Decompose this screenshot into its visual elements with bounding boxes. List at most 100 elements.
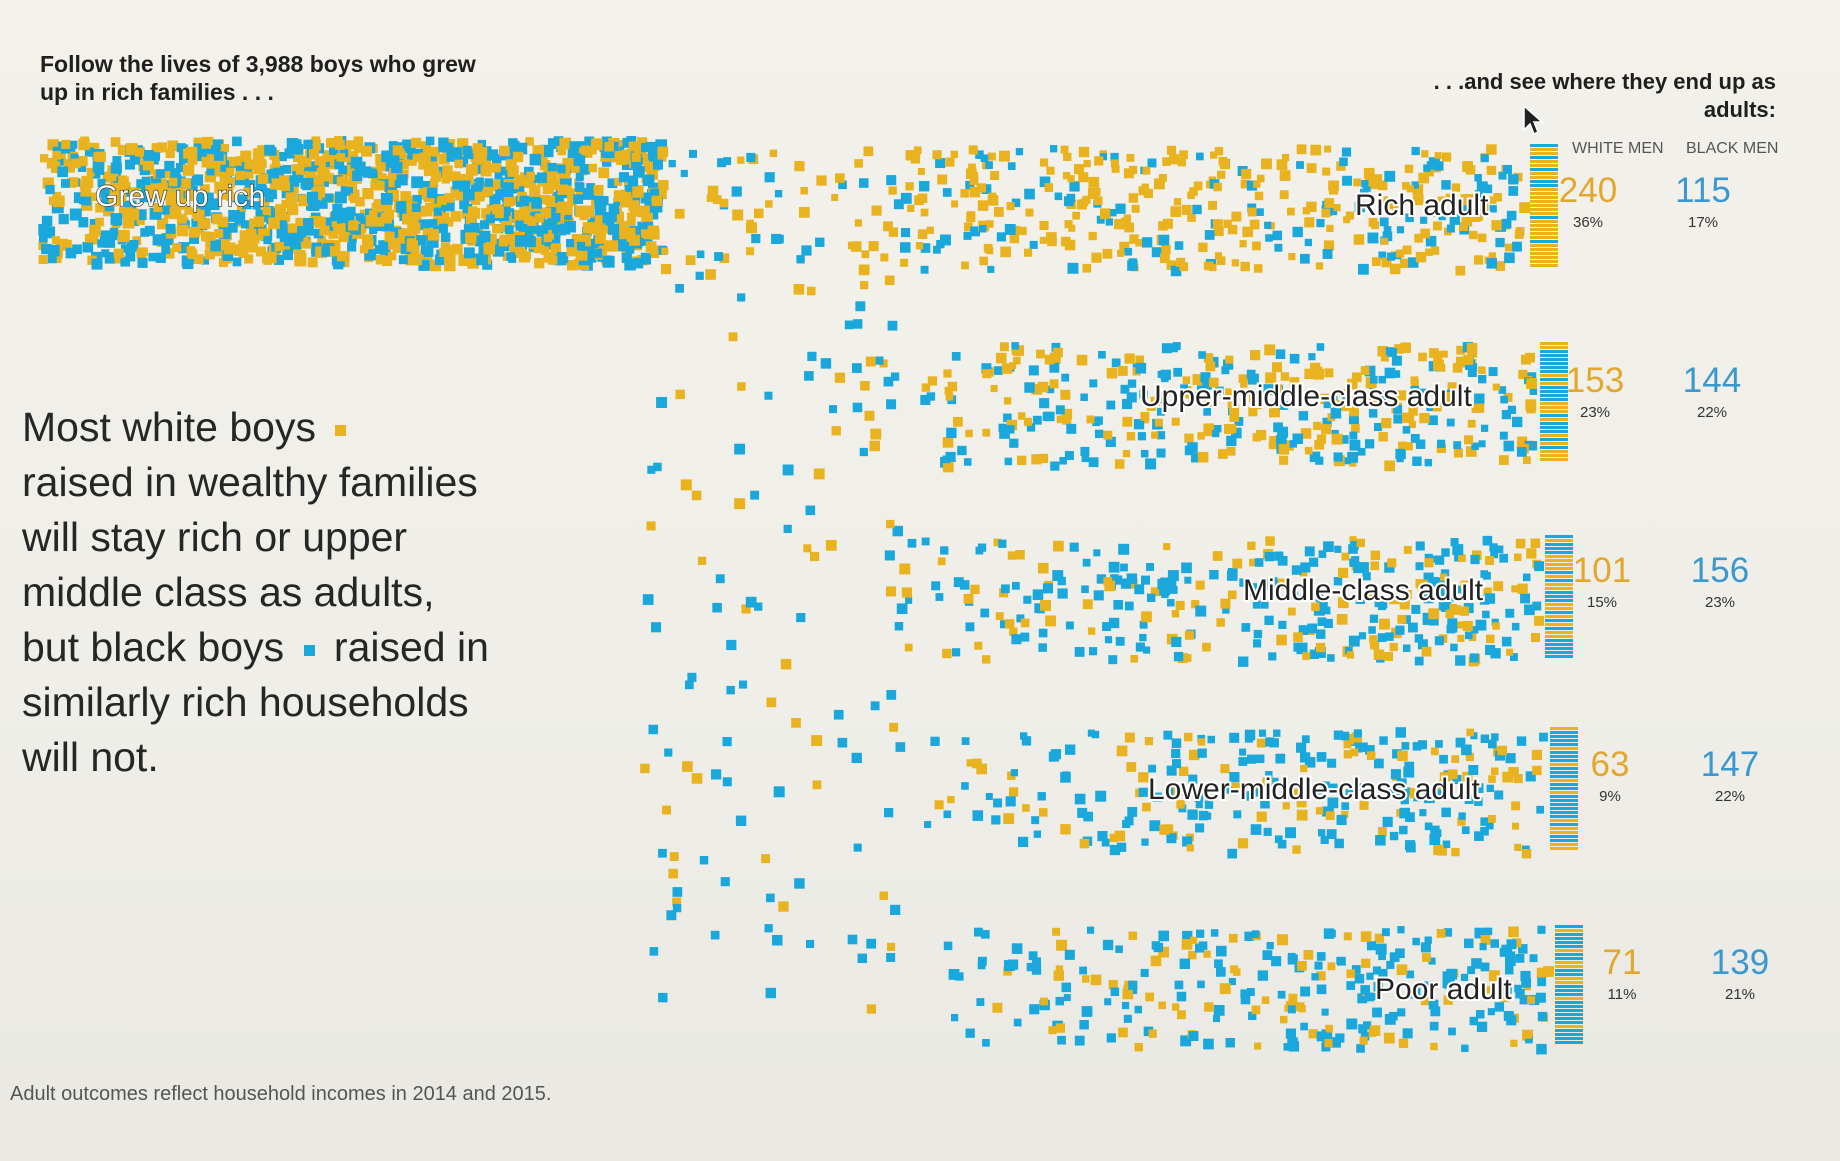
row-particle xyxy=(1330,407,1342,419)
row-particle xyxy=(1349,536,1357,544)
row-particle xyxy=(1265,737,1275,747)
source-particle xyxy=(97,239,106,248)
row-particle xyxy=(1398,586,1407,594)
bar-stripe xyxy=(1530,172,1558,175)
source-particle xyxy=(293,151,304,163)
row-particle xyxy=(1328,929,1336,938)
source-particle xyxy=(540,246,550,255)
source-particle xyxy=(632,186,644,198)
row-particle xyxy=(1515,227,1525,236)
row-particle xyxy=(1149,820,1161,832)
row-particle xyxy=(1490,648,1501,659)
row-particle xyxy=(1264,344,1276,356)
row-particle xyxy=(1379,618,1390,630)
row-label: Rich adult xyxy=(1355,189,1489,222)
source-particle xyxy=(569,163,580,173)
source-particle xyxy=(419,152,431,164)
row-particle xyxy=(1053,347,1063,358)
source-particle xyxy=(329,216,342,228)
row-particle xyxy=(1174,241,1184,250)
row-particle xyxy=(871,205,882,216)
row-particle xyxy=(1093,549,1101,557)
bar-stripe xyxy=(1540,354,1568,357)
row-particle xyxy=(1389,1011,1398,1021)
transition-particle xyxy=(820,358,832,369)
source-particle xyxy=(510,209,522,222)
source-particle xyxy=(483,243,496,255)
row-particle xyxy=(1279,401,1289,410)
row-particle xyxy=(900,258,909,267)
source-particle xyxy=(574,182,585,192)
row-particle xyxy=(1254,191,1264,201)
row-particle xyxy=(1411,181,1419,189)
row-particle xyxy=(1494,1002,1505,1012)
transition-particle xyxy=(796,613,806,623)
row-particle xyxy=(1203,408,1212,416)
source-particle xyxy=(469,222,480,233)
row-particle xyxy=(1435,198,1445,209)
source-particle xyxy=(291,239,301,249)
row-particle xyxy=(970,584,980,595)
source-particle xyxy=(120,182,131,193)
source-particle xyxy=(161,205,171,215)
transition-particle xyxy=(651,622,662,633)
row-particle xyxy=(1516,447,1527,457)
row-particle xyxy=(926,226,934,234)
source-particle xyxy=(165,223,176,234)
source-particle xyxy=(155,169,165,179)
source-particle xyxy=(394,154,405,165)
row-particle xyxy=(1374,598,1384,608)
bar-stripe xyxy=(1530,176,1558,179)
row-particle xyxy=(1285,827,1297,839)
bar-stripe xyxy=(1550,763,1578,766)
row-particle xyxy=(1434,152,1442,160)
row-particle xyxy=(1505,753,1516,764)
row-particle xyxy=(1240,380,1248,388)
source-particle xyxy=(47,245,58,256)
row-particle xyxy=(1517,583,1528,594)
row-particle xyxy=(1173,367,1183,377)
row-particle xyxy=(1237,838,1249,849)
source-particle xyxy=(389,176,401,189)
row-particle xyxy=(1364,177,1374,187)
source-particle xyxy=(442,165,453,176)
source-particle xyxy=(178,242,190,254)
row-particle xyxy=(1403,545,1412,554)
source-particle xyxy=(604,142,614,152)
source-particle xyxy=(604,148,615,159)
source-particle xyxy=(244,180,256,191)
row-particle xyxy=(1051,342,1061,352)
row-particle xyxy=(1067,262,1079,274)
row-particle xyxy=(1360,985,1370,995)
row-particle xyxy=(1456,345,1466,355)
source-particle xyxy=(346,206,356,216)
source-particle xyxy=(110,137,121,147)
row-particle xyxy=(1464,795,1474,804)
row-particle xyxy=(1186,844,1194,852)
transition-particle xyxy=(811,735,823,746)
row-particle xyxy=(1280,1015,1288,1024)
row-particle xyxy=(1012,356,1021,365)
source-particle xyxy=(239,230,252,243)
bar-stripe xyxy=(1545,539,1573,542)
row-particle xyxy=(1452,544,1464,556)
row-particle xyxy=(1011,634,1022,645)
row-particle xyxy=(1378,251,1387,260)
bar-stripe xyxy=(1550,815,1578,818)
source-particle xyxy=(573,194,584,205)
row-particle xyxy=(1197,385,1206,394)
source-particle xyxy=(405,256,415,266)
transition-particle xyxy=(712,602,722,613)
row-particle xyxy=(1360,189,1369,198)
row-particle xyxy=(765,200,773,208)
row-particle xyxy=(1274,243,1283,252)
row-particle xyxy=(896,603,908,615)
row-particle xyxy=(1343,216,1351,224)
row-particle xyxy=(1324,368,1334,378)
source-particle xyxy=(61,139,71,149)
row-particle xyxy=(1065,621,1074,630)
row-particle xyxy=(1000,246,1012,258)
bar-stripe xyxy=(1540,358,1568,361)
source-particle xyxy=(441,242,451,252)
